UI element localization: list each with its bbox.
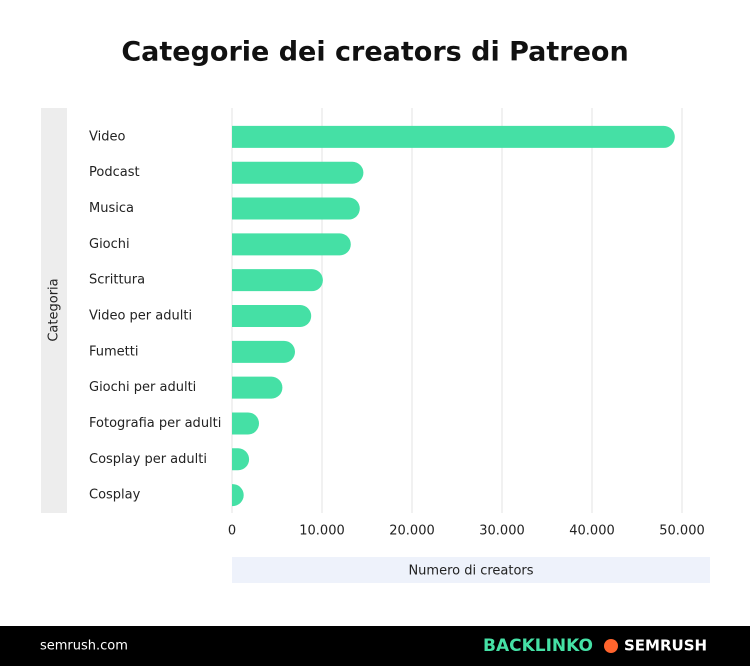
bar: [232, 125, 675, 148]
y-label-box: [41, 108, 67, 513]
bar: [232, 233, 351, 256]
chart-title: Categorie dei creators di Patreon: [121, 37, 628, 68]
y-tick-label: Fotografia per adulti: [89, 416, 221, 431]
footer-brand: BACKLINKO: [483, 636, 593, 656]
bar: [232, 269, 323, 292]
footer: [0, 626, 750, 666]
bar: [232, 484, 244, 507]
y-tick-label: Cosplay per adulti: [89, 452, 207, 467]
y-tick-label: Fumetti: [89, 344, 138, 359]
footer-site: semrush.com: [40, 639, 128, 654]
y-tick-label: Video: [89, 129, 125, 144]
bar: [232, 340, 295, 363]
x-tick-label: 0: [228, 524, 236, 539]
bar: [232, 161, 364, 184]
footer-brand: SEMRUSH: [624, 637, 707, 655]
bar: [232, 197, 360, 220]
y-tick-label: Giochi per adulti: [89, 380, 196, 395]
y-tick-label: Musica: [89, 201, 134, 216]
y-axis-label: Categoria: [47, 278, 62, 341]
bar: [232, 305, 312, 327]
y-tick-label: Scrittura: [89, 273, 145, 288]
bar: [232, 376, 283, 399]
x-tick-label: 20.000: [389, 524, 435, 539]
brand-icon: [604, 639, 618, 653]
y-tick-label: Video per adulti: [89, 309, 192, 324]
y-tick-label: Podcast: [89, 165, 140, 180]
x-tick-label: 40.000: [569, 524, 615, 539]
y-tick-label: Cosplay: [89, 488, 141, 503]
x-tick-label: 30.000: [479, 524, 525, 539]
x-label-box: [232, 557, 710, 583]
y-tick-label: Giochi: [89, 237, 130, 252]
bar: [232, 412, 259, 435]
bar: [232, 448, 250, 471]
x-tick-label: 50.000: [659, 524, 705, 539]
x-tick-label: 10.000: [299, 524, 345, 539]
x-axis-label: Numero di creators: [408, 564, 533, 579]
